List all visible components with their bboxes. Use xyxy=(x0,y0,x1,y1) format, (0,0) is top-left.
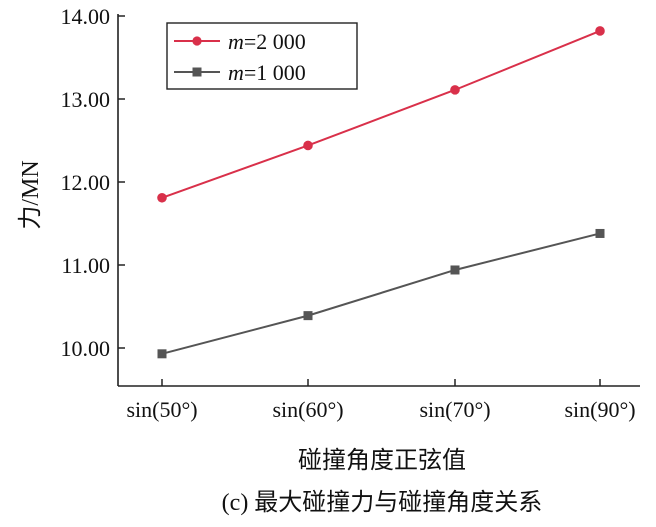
legend-label-0: m=2 000 xyxy=(228,29,306,54)
data-point xyxy=(450,85,460,95)
series-line-1 xyxy=(161,232,601,355)
y-axis-title: 力/MN xyxy=(17,160,44,229)
legend-marker-1 xyxy=(192,67,202,77)
data-point xyxy=(157,349,167,359)
x-tick-label: sin(50°) xyxy=(126,397,197,422)
series-layer xyxy=(157,26,605,359)
data-point xyxy=(595,26,605,36)
data-point xyxy=(303,140,313,151)
legend-marker-0 xyxy=(192,36,202,46)
y-ticks: 10.00 11.00 12.00 13.00 14.00 xyxy=(61,4,125,361)
y-tick-label: 13.00 xyxy=(61,87,111,112)
figure-caption: (c) 最大碰撞力与碰撞角度关系 xyxy=(222,489,543,516)
legend-label-1: m=1 000 xyxy=(228,60,306,85)
data-point xyxy=(157,192,167,203)
data-point xyxy=(450,265,460,275)
data-point xyxy=(303,311,313,321)
y-tick-label: 11.00 xyxy=(61,253,110,278)
data-point xyxy=(595,228,605,238)
legend: m=2 000 m=1 000 xyxy=(166,22,358,90)
series-line-0 xyxy=(161,30,601,199)
y-tick-label: 10.00 xyxy=(61,336,111,361)
y-tick-label: 12.00 xyxy=(61,170,111,195)
x-tick-label: sin(90°) xyxy=(564,397,635,422)
legend-box xyxy=(166,22,358,90)
x-tick-label: sin(60°) xyxy=(272,397,343,422)
y-tick-label: 14.00 xyxy=(61,4,111,29)
x-ticks: sin(50°) sin(60°) sin(70°) sin(90°) xyxy=(126,379,636,422)
x-axis-title: 碰撞角度正弦值 xyxy=(298,447,466,474)
x-tick-label: sin(70°) xyxy=(419,397,490,422)
